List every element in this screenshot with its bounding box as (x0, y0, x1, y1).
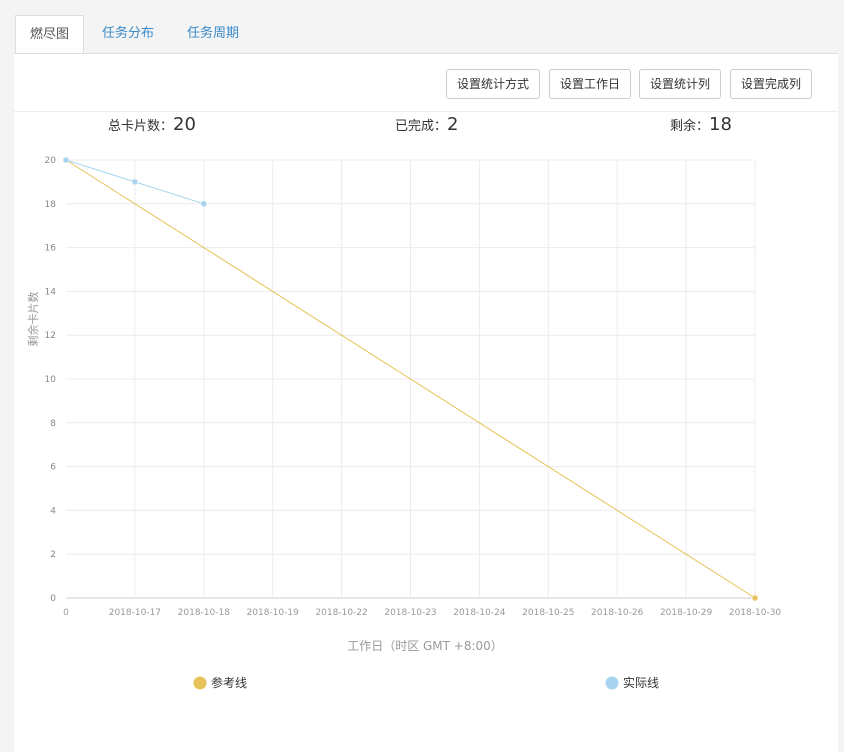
button[interactable]: 设置工作日 (549, 69, 632, 99)
y-tick-label: 6 (50, 463, 56, 473)
y-tick-label: 12 (45, 331, 56, 341)
y-tick-label: 16 (45, 244, 57, 254)
x-tick-label: 2018-10-24 (453, 608, 506, 618)
y-tick-label: 8 (50, 419, 56, 429)
x-tick-label: 0 (63, 608, 69, 618)
stat-value: 20 (173, 114, 196, 135)
toolbar: 设置统计方式 设置工作日 设置统计列 设置完成列 (14, 54, 838, 112)
y-tick-label: 18 (45, 200, 57, 210)
y-tick-label: 10 (45, 375, 57, 385)
data-point (62, 156, 70, 164)
y-tick-label: 0 (50, 594, 56, 604)
x-tick-label: 2018-10-19 (247, 608, 300, 618)
data-point (131, 178, 139, 186)
legend-label: 参考线 (211, 675, 247, 690)
data-point (200, 200, 208, 208)
y-axis-title: 剩余卡片数 (26, 292, 40, 347)
legend-swatch (193, 676, 207, 690)
series-line (65, 159, 756, 599)
data-point (751, 594, 759, 602)
stat: 总卡片数：20 (108, 114, 196, 135)
panel: 设置统计方式 设置工作日 设置统计列 设置完成列 (14, 53, 838, 752)
y-tick-label: 20 (45, 156, 57, 166)
x-tick-label: 2018-10-30 (729, 608, 782, 618)
legend-label: 实际线 (623, 675, 659, 690)
x-tick-label: 2018-10-25 (522, 608, 574, 618)
button[interactable]: 设置统计方式 (446, 69, 541, 99)
tab[interactable]: 燃尽图 (15, 15, 85, 54)
button[interactable]: 设置统计列 (639, 69, 722, 99)
stat-label: 总卡片数： (108, 119, 174, 134)
x-axis-title: 工作日（时区 GMT +8:00） (347, 639, 503, 653)
stat-value: 18 (709, 114, 732, 135)
x-tick-label: 2018-10-22 (315, 608, 367, 618)
stat-label: 已完成： (395, 119, 448, 134)
y-tick-label: 14 (45, 287, 57, 297)
tab[interactable]: 任务分布 (102, 26, 155, 41)
x-tick-label: 2018-10-26 (591, 608, 644, 618)
button[interactable]: 设置完成列 (730, 69, 813, 99)
stat-value: 2 (447, 114, 459, 135)
stat-label: 剩余： (670, 119, 710, 134)
x-tick-label: 2018-10-29 (660, 608, 713, 618)
stat: 已完成：2 (395, 114, 458, 135)
stat: 剩余：18 (670, 114, 732, 135)
tab[interactable]: 任务周期 (187, 26, 240, 41)
x-tick-label: 2018-10-23 (384, 608, 436, 618)
y-tick-label: 2 (50, 550, 56, 560)
y-tick-label: 4 (50, 506, 56, 516)
legend-swatch (605, 676, 619, 690)
x-tick-label: 2018-10-17 (109, 608, 161, 618)
x-tick-label: 2018-10-18 (178, 608, 231, 618)
